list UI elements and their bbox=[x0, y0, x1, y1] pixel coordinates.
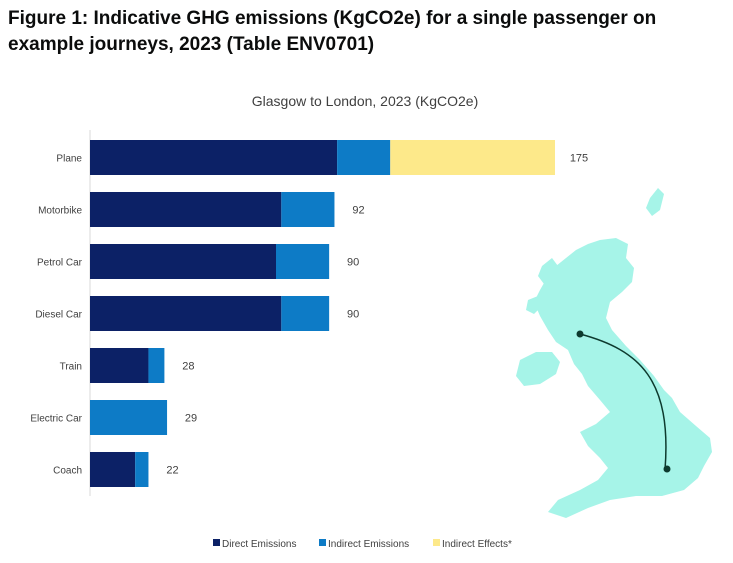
category-label: Plane bbox=[56, 154, 82, 165]
legend-label-effects: Indirect Effects* bbox=[442, 539, 512, 550]
category-label: Motorbike bbox=[38, 206, 82, 217]
bar-plane-indirect-emissions bbox=[337, 140, 391, 175]
value-label: 92 bbox=[352, 205, 364, 217]
bar-diesel-car-direct-emissions bbox=[90, 296, 282, 331]
value-label: 22 bbox=[166, 465, 178, 477]
bar-plane-direct-emissions bbox=[90, 140, 338, 175]
bar-petrol-car-direct-emissions bbox=[90, 244, 276, 279]
legend: Direct Emissions Indirect Emissions Indi… bbox=[213, 539, 512, 550]
bar-motorbike-direct-emissions bbox=[90, 192, 282, 227]
value-label: 28 bbox=[182, 361, 194, 373]
category-label: Diesel Car bbox=[35, 310, 82, 321]
value-label: 90 bbox=[347, 257, 359, 269]
value-label: 90 bbox=[347, 309, 359, 321]
route-line bbox=[579, 333, 667, 471]
bar-plane-indirect-effects bbox=[390, 140, 555, 175]
bar-train-indirect-emissions bbox=[148, 348, 165, 383]
category-label: Electric Car bbox=[30, 414, 82, 425]
hebrides-shape bbox=[538, 258, 558, 284]
bar-petrol-car-indirect-emissions bbox=[276, 244, 330, 279]
glasgow-point bbox=[576, 330, 584, 338]
legend-swatch-effects bbox=[433, 539, 440, 546]
figure-title: Figure 1: Indicative GHG emissions (KgCO… bbox=[8, 8, 657, 55]
legend-label-direct: Direct Emissions bbox=[222, 539, 296, 550]
value-label: 175 bbox=[570, 153, 588, 165]
bar-train-direct-emissions bbox=[90, 348, 149, 383]
bars-group bbox=[90, 140, 555, 487]
northern-ireland-shape bbox=[516, 352, 560, 386]
great-britain-shape bbox=[534, 238, 712, 518]
bar-coach-indirect-emissions bbox=[135, 452, 149, 487]
value-labels: 175 92 90 90 28 29 22 bbox=[166, 153, 588, 477]
legend-swatch-direct bbox=[213, 539, 220, 546]
bar-electric-car-indirect-emissions bbox=[90, 400, 168, 435]
category-labels: Plane Motorbike Petrol Car Diesel Car Train E… bbox=[30, 154, 82, 477]
london-point bbox=[663, 465, 671, 473]
value-label: 29 bbox=[185, 413, 197, 425]
orkney-shape bbox=[646, 188, 664, 216]
legend-label-indirect: Indirect Emissions bbox=[328, 539, 409, 550]
uk-map-icon bbox=[516, 188, 712, 518]
bar-coach-direct-emissions bbox=[90, 452, 136, 487]
category-label: Coach bbox=[53, 466, 82, 477]
skye-shape bbox=[526, 296, 542, 314]
category-label: Train bbox=[60, 362, 82, 373]
category-label: Petrol Car bbox=[37, 258, 83, 269]
chart-title: Glasgow to London, 2023 (KgCO2e) bbox=[252, 93, 478, 109]
bar-diesel-car-indirect-emissions bbox=[281, 296, 330, 331]
bar-motorbike-indirect-emissions bbox=[281, 192, 335, 227]
legend-swatch-indirect bbox=[319, 539, 326, 546]
